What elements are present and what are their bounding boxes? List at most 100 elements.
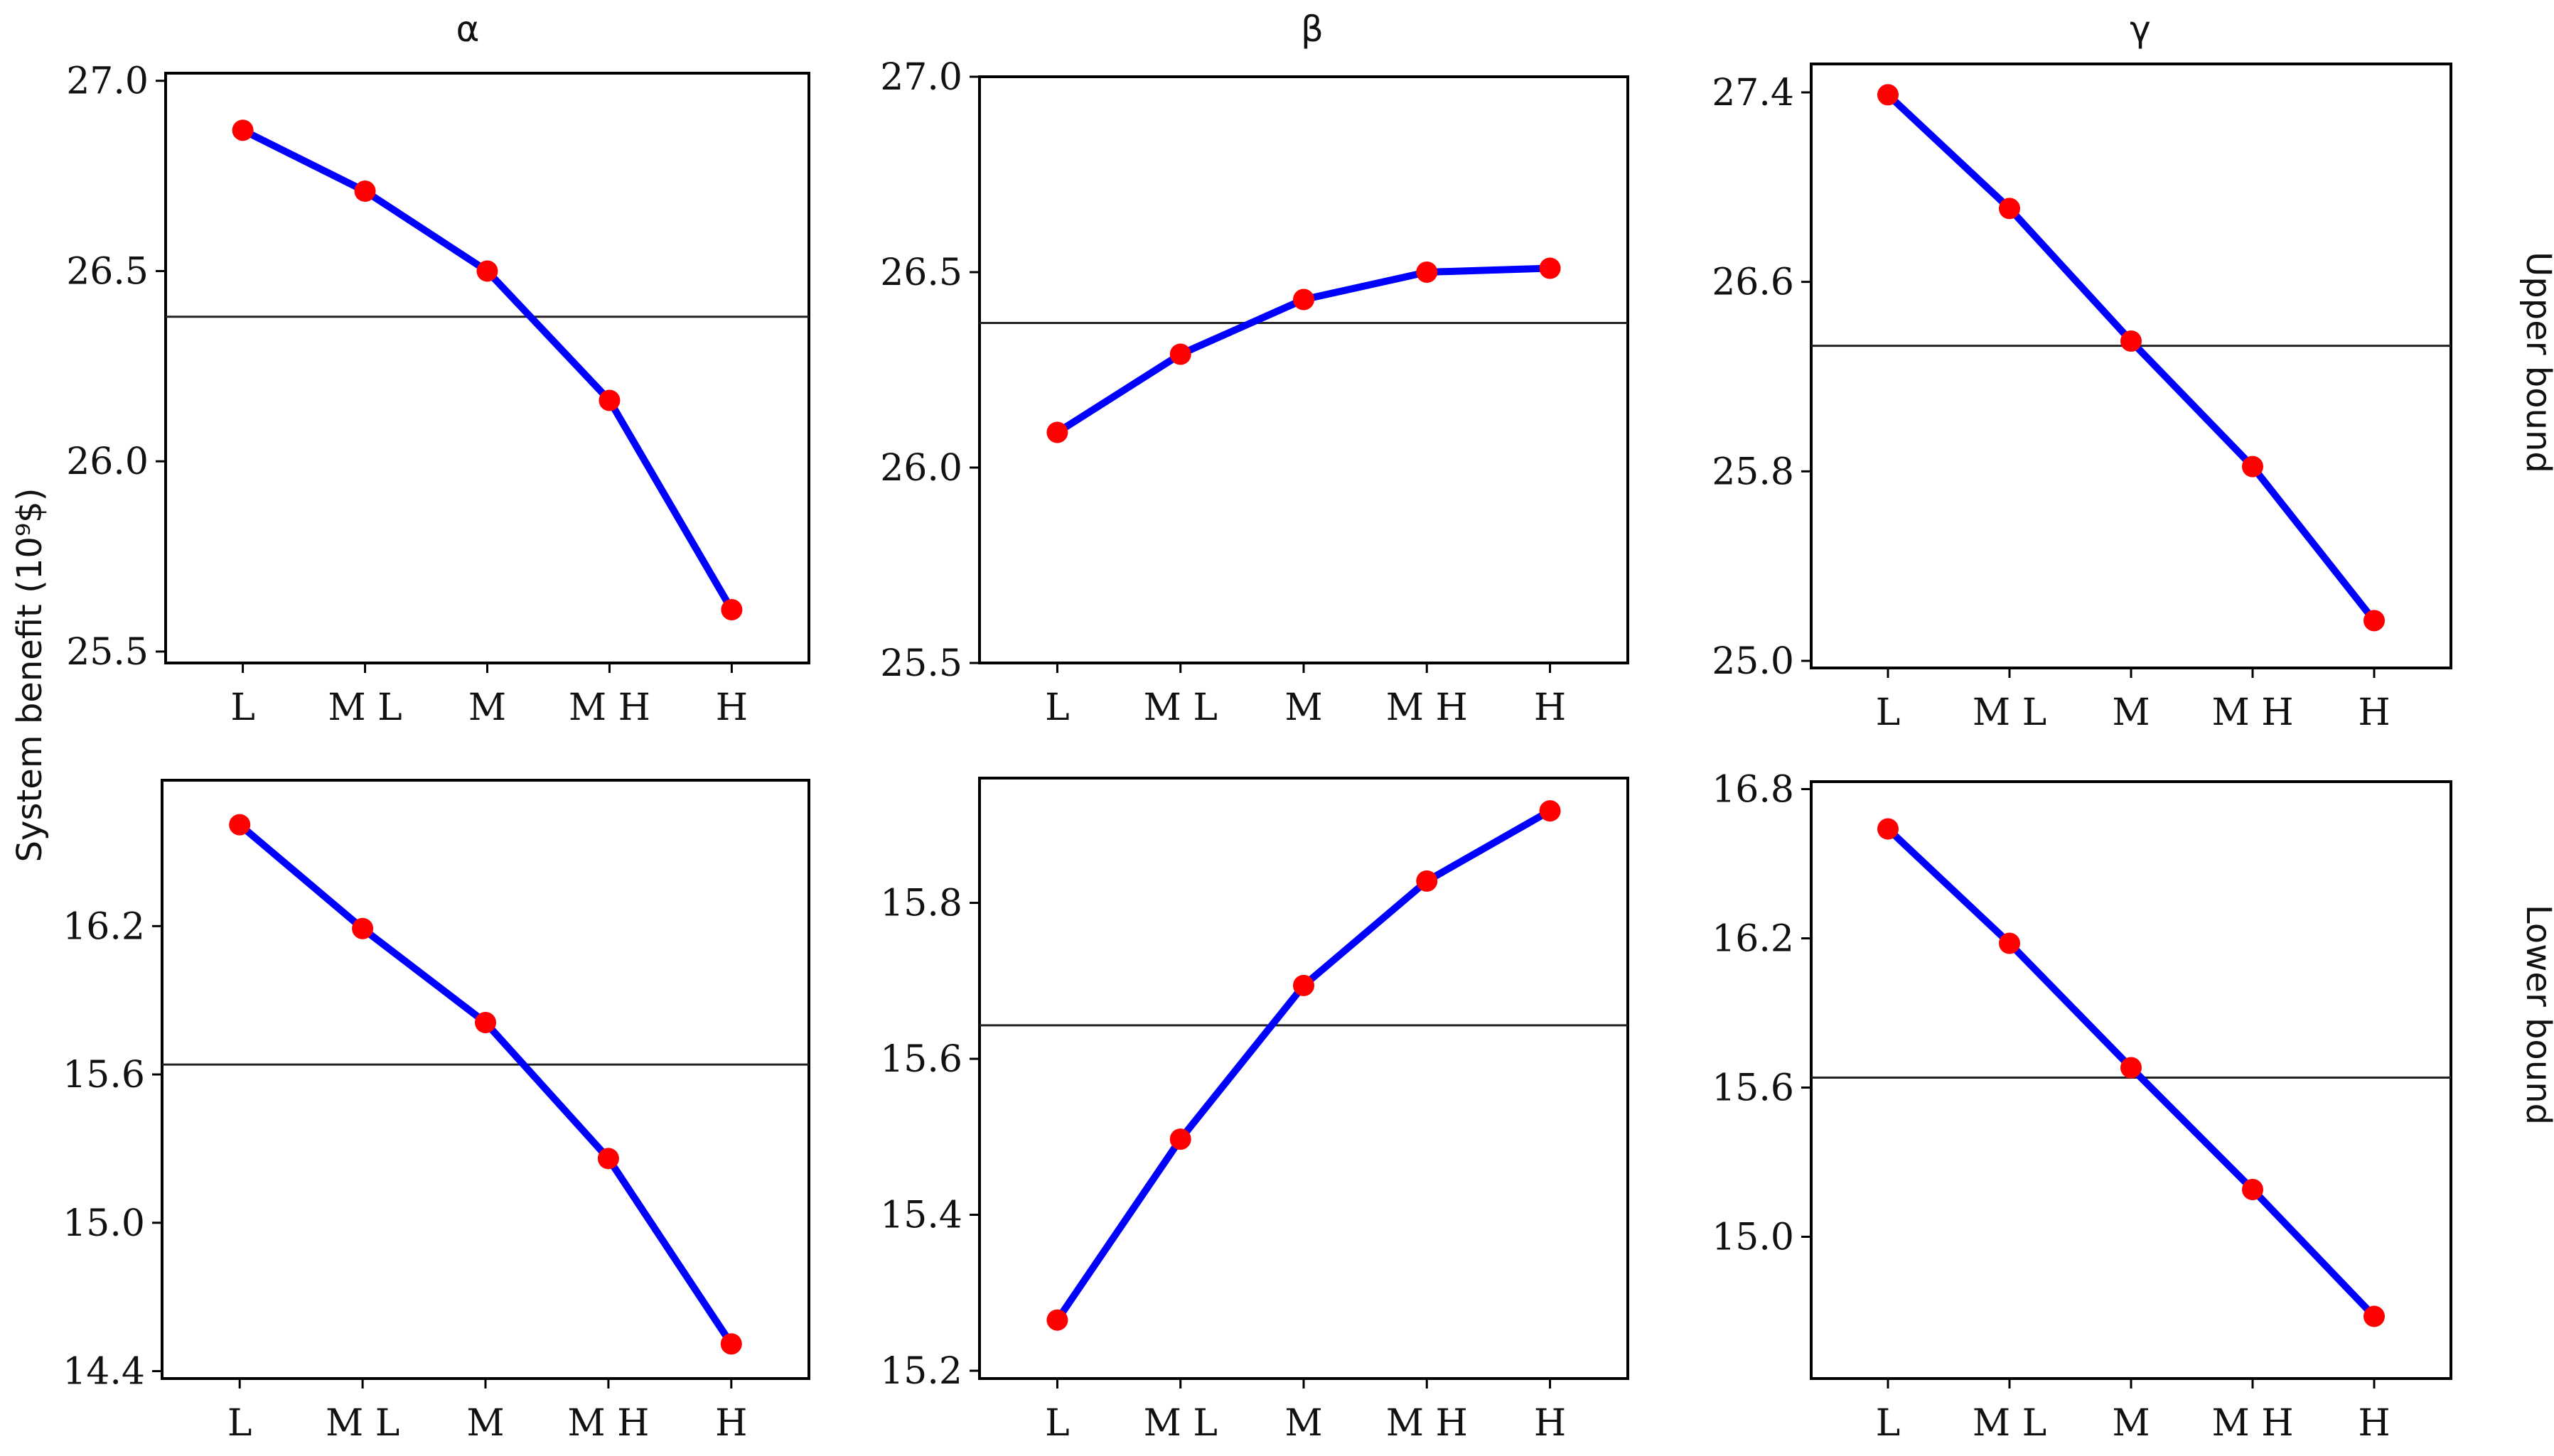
data-point (2363, 1305, 2385, 1327)
data-point (475, 1011, 496, 1033)
data-point (476, 260, 498, 282)
data-point (2242, 1179, 2263, 1200)
series-line (1884, 91, 2378, 625)
y-tick-label: 25.5 (66, 631, 149, 674)
x-tick-label: M H (1386, 1402, 1468, 1445)
column-title-beta: β (1301, 9, 1324, 50)
x-tick-label: M L (1144, 686, 1218, 729)
data-point (1293, 974, 1314, 996)
panel-gamma-lower: 15.0 15.6 16.2 16.8 L M L M M H H (1712, 769, 2452, 1445)
data-point (1169, 1128, 1191, 1150)
y-tick-label: 25.8 (1712, 451, 1794, 493)
data-point (232, 119, 254, 141)
data-point (1046, 421, 1068, 443)
y-tick-label: 26.5 (66, 250, 149, 293)
x-tick-label: L (1045, 686, 1070, 729)
x-tick-label: L (227, 1402, 252, 1445)
x-tick-label: M H (2211, 1402, 2293, 1445)
column-title-alpha: α (456, 9, 480, 50)
x-tick-label: M L (1144, 1402, 1218, 1445)
row-label-upper: Upper bound (2518, 252, 2554, 473)
plot-frame (161, 779, 810, 1380)
x-tick-label: L (1876, 1402, 1901, 1445)
series-line (236, 821, 735, 1348)
x-tick-label: M H (567, 1402, 649, 1445)
x-tick-label: M L (1973, 691, 2046, 734)
x-tick-label: L (1876, 691, 1901, 734)
x-tick-label: H (716, 686, 748, 729)
data-point (2120, 330, 2142, 352)
data-point (1046, 1309, 1068, 1331)
y-tick-label: 16.8 (1712, 769, 1794, 811)
x-tick-label: H (1534, 1402, 1566, 1445)
x-tick-label: M (1284, 686, 1322, 729)
data-point (721, 599, 743, 621)
y-tick-label: 26.5 (880, 252, 962, 294)
data-point (352, 917, 374, 939)
y-tick-label: 26.0 (66, 441, 149, 483)
x-tick-label: L (1045, 1402, 1070, 1445)
data-point (2363, 610, 2385, 632)
series-line (1053, 807, 1554, 1324)
data-point (354, 180, 376, 202)
y-tick-label: 27.4 (1712, 72, 1794, 114)
x-tick-label: H (1534, 686, 1566, 729)
x-tick-label: M (1284, 1402, 1322, 1445)
x-tick-label: M (2112, 691, 2150, 734)
x-tick-label: M H (1386, 686, 1468, 729)
row-label-lower: Lower bound (2518, 905, 2554, 1125)
data-point (1169, 343, 1191, 365)
series-line (239, 126, 736, 614)
panels: 25.5 26.0 26.5 27.0 L M L M M H H 25.5 26.0 26.5 27.… (63, 56, 2452, 1445)
y-tick-label: 27.0 (880, 56, 962, 99)
x-tick-label: L (230, 686, 255, 729)
data-point (1539, 257, 1561, 279)
y-tick-label: 25.0 (1712, 640, 1794, 683)
data-point (1416, 261, 1438, 283)
y-tick-label: 15.4 (880, 1195, 962, 1237)
y-tick-label: 15.6 (1712, 1067, 1794, 1110)
data-point (1877, 84, 1899, 106)
x-tick-label: M L (1973, 1402, 2046, 1445)
y-tick-label: 26.6 (1712, 261, 1794, 304)
plot-frame (978, 75, 1629, 664)
column-title-gamma: γ (2130, 9, 2151, 50)
data-point (597, 1148, 619, 1170)
x-tick-label: M L (326, 1402, 399, 1445)
x-tick-label: M L (328, 686, 402, 729)
x-tick-label: H (2358, 1402, 2390, 1445)
x-tick-label: H (2358, 691, 2390, 734)
y-tick-label: 27.0 (66, 60, 149, 103)
data-point (2242, 455, 2263, 478)
data-point (1999, 198, 2020, 220)
data-point (1539, 800, 1561, 822)
y-tick-label: 16.2 (63, 905, 145, 948)
y-tick-label: 15.2 (880, 1350, 962, 1393)
data-point (1416, 870, 1438, 892)
data-point (1293, 288, 1314, 311)
data-point (2120, 1057, 2142, 1079)
panel-beta-lower: 15.2 15.4 15.6 15.8 L M L M M H H (880, 777, 1629, 1445)
y-tick-label: 25.5 (880, 642, 962, 685)
data-point (229, 814, 251, 836)
y-tick-label: 15.8 (880, 883, 962, 925)
plot-frame (1810, 780, 2452, 1380)
x-tick-label: M H (2211, 691, 2293, 734)
x-tick-label: M H (569, 686, 650, 729)
y-axis-title: System benefit (10⁹$) (10, 488, 50, 863)
y-tick-label: 15.6 (880, 1038, 962, 1081)
y-tick-label: 14.4 (63, 1351, 145, 1393)
panel-alpha-lower: 14.4 15.0 15.6 16.2 L M L M M H H (63, 779, 810, 1445)
x-tick-label: M (468, 686, 506, 729)
y-tick-label: 15.0 (63, 1202, 145, 1245)
y-tick-label: 15.6 (63, 1054, 145, 1096)
y-tick-label: 15.0 (1712, 1217, 1794, 1259)
panel-gamma-upper: 25.0 25.8 26.6 27.4 L M L M M H H (1712, 63, 2452, 734)
data-point (599, 389, 621, 411)
y-tick-label: 26.0 (880, 447, 962, 490)
panel-beta-upper: 25.5 26.0 26.5 27.0 L M L M M H H (880, 56, 1629, 729)
data-point (1877, 818, 1899, 840)
panel-alpha-upper: 25.5 26.0 26.5 27.0 L M L M M H H (66, 60, 810, 729)
x-tick-label: M (2112, 1402, 2150, 1445)
